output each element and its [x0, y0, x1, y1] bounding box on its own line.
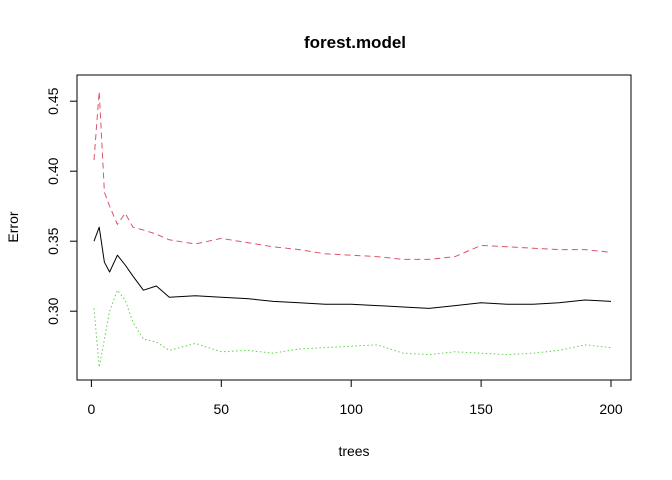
series-layer	[93, 90, 612, 368]
x-axis-label: trees	[338, 443, 369, 459]
x-tick-label: 200	[599, 401, 623, 417]
x-tick-label: 50	[214, 401, 230, 417]
x-axis: 0 50 100 150 200	[88, 379, 623, 417]
oob-error-line	[93, 226, 612, 309]
class-2-error-line	[93, 289, 612, 368]
y-tick-label: 0.35	[45, 227, 61, 254]
chart-title: forest.model	[304, 33, 406, 52]
x-tick-label: 100	[340, 401, 364, 417]
y-tick-label: 0.30	[45, 297, 61, 324]
x-tick-label: 0	[88, 401, 96, 417]
y-tick-label: 0.40	[45, 157, 61, 184]
y-axis: 0.30 0.35 0.40 0.45	[45, 87, 78, 325]
x-tick-label: 150	[469, 401, 493, 417]
y-tick-label: 0.45	[45, 87, 61, 114]
y-axis-label: Error	[5, 211, 21, 242]
